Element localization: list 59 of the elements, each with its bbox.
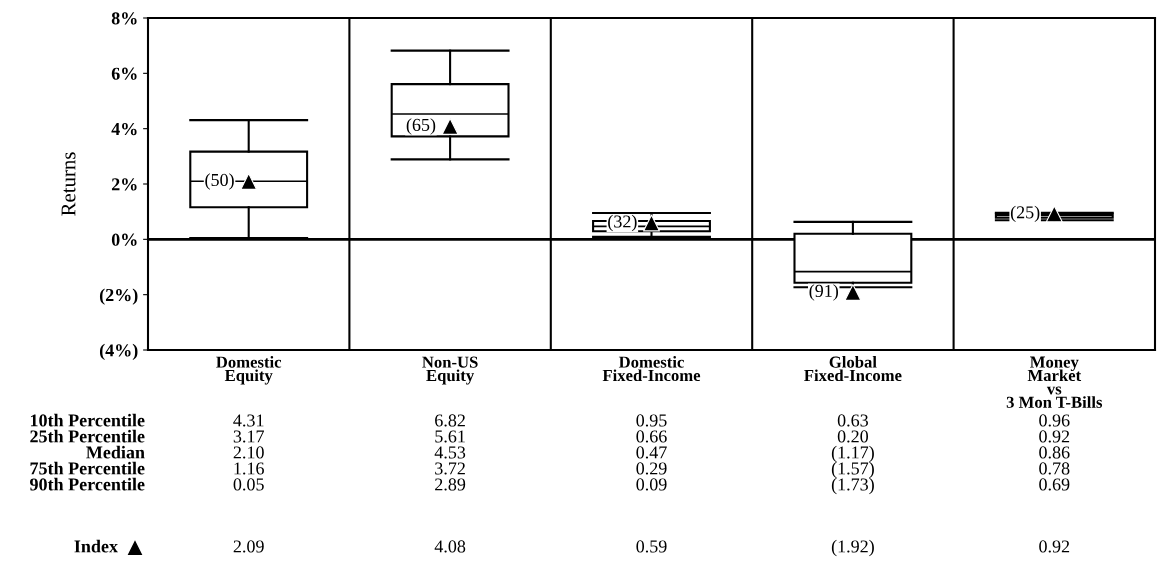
text: 75th Percentile bbox=[30, 461, 145, 475]
point bbox=[844, 283, 862, 301]
text: 10th Percentile bbox=[30, 413, 145, 427]
text: 0.96 bbox=[1039, 414, 1070, 427]
point bbox=[643, 214, 660, 232]
text: 25th Percentile bbox=[30, 429, 145, 443]
data-label: 4.08 bbox=[434, 540, 466, 553]
y-axis-title: Returns bbox=[61, 152, 76, 216]
text: 3.17 bbox=[233, 430, 264, 443]
point bbox=[441, 117, 459, 135]
text: 0.66 bbox=[636, 430, 667, 443]
text: (1.17) bbox=[831, 445, 874, 463]
text: 0.78 bbox=[1039, 462, 1070, 475]
text: 0.05 bbox=[233, 478, 264, 491]
annotation: (65) bbox=[406, 118, 436, 135]
x-tick-label: Domestic Fixed-Income bbox=[602, 356, 701, 382]
y-tick-label: 0% bbox=[111, 233, 137, 246]
text: 4.31 bbox=[233, 414, 264, 427]
text: 5.61 bbox=[435, 430, 465, 443]
data-label: 0.59 bbox=[636, 540, 667, 553]
x-tick-label: Domestic Equity bbox=[216, 356, 282, 385]
y-tick-label: 4% bbox=[111, 122, 137, 136]
text: (1.73) bbox=[831, 477, 874, 495]
annotation: (91) bbox=[809, 284, 839, 301]
text: 0.69 bbox=[1039, 478, 1070, 491]
text: 2.89 bbox=[435, 478, 466, 491]
y-tick-label: 8% bbox=[111, 12, 137, 25]
text: 1.16 bbox=[234, 462, 264, 475]
data-label: 2.09 bbox=[233, 540, 264, 553]
text: 4.53 bbox=[434, 446, 466, 459]
text: (1.57) bbox=[831, 461, 874, 479]
annotation: (50) bbox=[205, 173, 234, 190]
y-tick-label: (4%) bbox=[99, 343, 138, 361]
text: 6.82 bbox=[435, 414, 465, 427]
text: 0.47 bbox=[636, 446, 667, 459]
text: 0.92 bbox=[1039, 430, 1070, 443]
text: 0.86 bbox=[1039, 446, 1070, 459]
point bbox=[1045, 205, 1063, 223]
legend-label: Index bbox=[74, 539, 118, 553]
x-tick-label: Non-US Equity bbox=[422, 356, 478, 385]
text: 0.09 bbox=[636, 478, 667, 491]
x-tick-label: Money Market vs 3 Mon T-Bills bbox=[1006, 356, 1103, 408]
x-tick-label: Global Fixed-Income bbox=[804, 356, 902, 382]
y-tick-label: 2% bbox=[111, 178, 137, 191]
text: 3.72 bbox=[435, 462, 465, 475]
y-tick-label: (2%) bbox=[99, 288, 138, 305]
data-label: (1.92) bbox=[831, 539, 874, 557]
text: 2.10 bbox=[233, 446, 264, 459]
annotation: (32) bbox=[608, 214, 637, 232]
text: 0.63 bbox=[837, 414, 868, 427]
text: 0.95 bbox=[636, 414, 667, 427]
y-tick-label: 6% bbox=[111, 67, 137, 80]
text: 0.29 bbox=[636, 462, 667, 475]
data-label: 0.92 bbox=[1039, 540, 1070, 553]
point bbox=[240, 173, 258, 190]
text: 90th Percentile bbox=[30, 477, 145, 491]
annotation: (25) bbox=[1010, 205, 1040, 223]
text: 0.20 bbox=[837, 430, 869, 443]
text: Median bbox=[86, 445, 145, 459]
